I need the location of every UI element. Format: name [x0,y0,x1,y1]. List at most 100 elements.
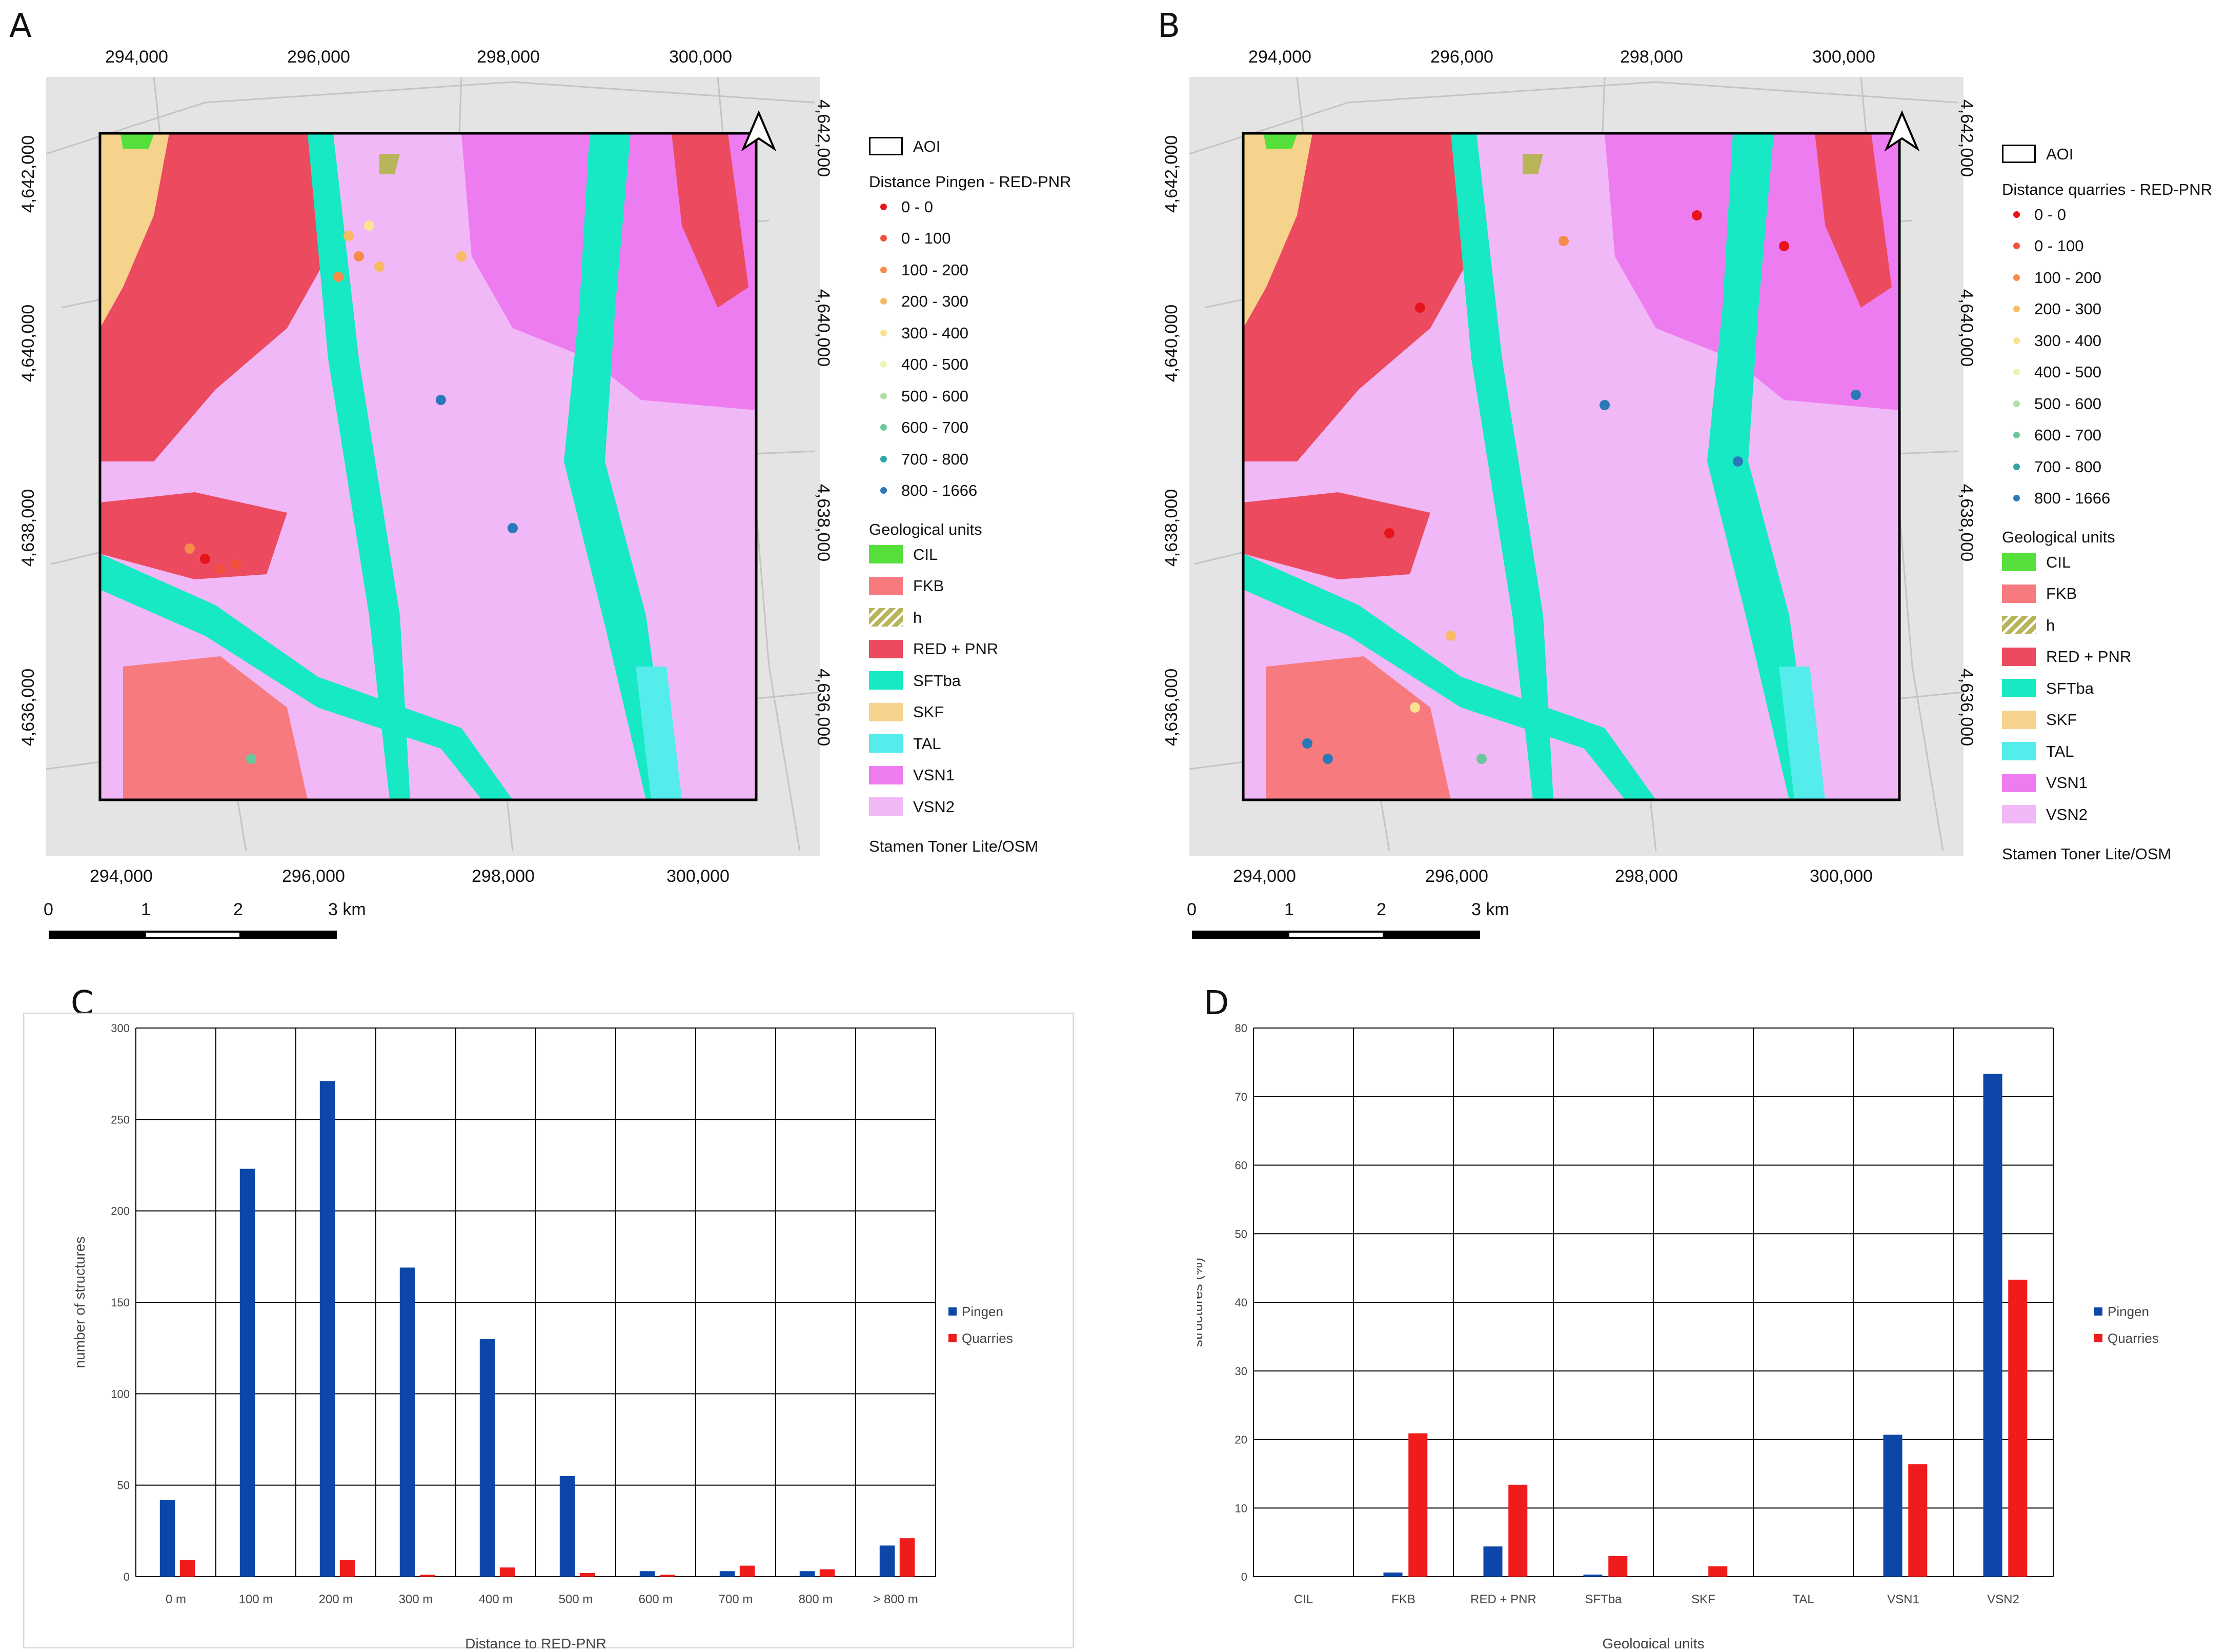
pingen-points-a [185,220,518,764]
legend-geo-label: RED + PNR [2046,648,2132,666]
legend-label-quarries: Quarries [962,1331,1013,1346]
legend-distance-label: 0 - 0 [2034,205,2067,224]
legend-geo-label: TAL [2046,742,2074,760]
legend-geo-label: TAL [913,734,941,753]
legend-aoi-label: AOI [2046,145,2074,163]
y-tick-label: 20 [1235,1434,1247,1446]
scale-label: 1 [1284,900,1294,919]
legend-geo-label: VSN2 [913,797,955,816]
top-tick-a: 300,000 [669,47,732,67]
x-tick-label: FKB [1391,1593,1415,1606]
y-tick-label: 50 [117,1479,130,1492]
aoi-swatch [2002,145,2036,163]
x-tick-label: 400 m [479,1593,513,1606]
scale-label: 3 km [328,900,366,919]
unit-fkb-b [1266,656,1451,800]
top-tick-a: 296,000 [287,47,350,67]
legend-geo-unit: CIL [2002,552,2071,572]
legend-dot [2013,369,2020,375]
panel-letter-d: D [1204,984,1229,1022]
unit-sftba-b [1451,133,1553,800]
legend-swatch [869,797,903,816]
unit-red-pnr-b2 [1243,492,1430,579]
legend-swatch [869,702,903,721]
left-tick-a: 4,636,000 [18,668,38,747]
bar-quarries [659,1575,675,1577]
legend-dot [880,455,887,462]
scale-segment [1383,931,1480,939]
scalebar-b: 0 1 2 3 km [1187,900,1509,951]
unit-red-pnr-b [1243,133,1476,461]
legend-swatch [2002,742,2036,760]
legend-dot [880,235,887,241]
y-axis-title: structures (%) [1197,1258,1205,1347]
legend-basemap-a: Stamen Toner Lite/OSM [869,837,1039,855]
legend-distance-class: 400 - 500 [869,354,968,375]
x-tick-label: SFTba [1585,1593,1622,1606]
panel-letter-a: A [9,7,32,45]
legend-swatch [2002,647,2036,666]
legend-key-pingen [948,1307,957,1316]
bottom-tick-b: 300,000 [1810,867,1873,886]
left-tick-b: 4,642,000 [1162,135,1182,213]
legend-geo-title-a: Geological units [869,520,982,538]
map-a[interactable] [0,0,872,902]
map-b[interactable] [1143,0,2015,902]
bar-pingen [879,1545,895,1577]
unit-skf-a [100,133,169,328]
bar-quarries [499,1567,515,1577]
x-tick-label: 0 m [166,1593,186,1606]
legend-geo-unit: h [869,607,922,628]
legend-distance-label: 0 - 0 [901,197,934,216]
quarry-points-b [1302,210,1861,764]
bottom-tick-a: 298,000 [472,867,535,886]
x-tick-label: RED + PNR [1470,1593,1536,1606]
bar-pingen [719,1571,735,1577]
legend-dot [2013,463,2020,470]
bar-quarries [1708,1566,1728,1577]
geology-b [1243,133,1899,800]
legend-distance-label: 100 - 200 [2034,268,2101,287]
legend-geo-unit: VSN1 [869,765,955,785]
unit-red-pnr-a [100,133,333,461]
legend-label-quarries: Quarries [2108,1331,2159,1346]
legend-distance-class: 800 - 1666 [2002,488,2110,509]
north-arrow-icon [741,110,777,152]
unit-cil-b [1264,134,1297,149]
x-axis-title: Distance to RED-PNR [465,1636,606,1648]
y-tick-label: 150 [111,1296,130,1309]
legend-basemap-b: Stamen Toner Lite/OSM [2002,845,2172,863]
legend-geo-unit: VSN2 [869,796,955,817]
legend-distance-class: 600 - 700 [869,417,968,438]
legend-dot [880,424,887,431]
y-tick-label: 0 [1241,1570,1247,1583]
legend-distance-label: 200 - 300 [901,292,968,310]
legend-distance-class: 100 - 200 [869,259,968,280]
unit-sftba-a2 [564,133,672,800]
panel-letter-b: B [1158,7,1180,45]
bar-quarries [899,1538,915,1577]
bar-pingen [239,1169,255,1577]
legend-aoi-a: AOI [869,136,940,156]
legend-swatch [2002,616,2036,634]
legend-distance-class: 500 - 600 [869,386,968,406]
legend-swatch [2002,553,2036,571]
legend-distance-label: 600 - 700 [2034,426,2101,444]
legend-distance-label: 500 - 600 [2034,394,2101,413]
y-tick-label: 10 [1235,1502,1247,1515]
legend-dot [880,329,887,336]
x-tick-label: 300 m [399,1593,433,1606]
left-tick-a: 4,642,000 [18,135,38,213]
x-tick-label: 500 m [559,1593,593,1606]
legend-geo-label: FKB [913,577,944,595]
legend-geo-label: SFTba [2046,679,2094,697]
right-tick-b: 4,636,000 [1957,668,1977,747]
legend-dot [2013,211,2020,218]
legend-geo-label: SKF [2046,711,2077,729]
left-tick-b: 4,640,000 [1162,304,1182,382]
legend-aoi-b: AOI [2002,144,2073,164]
x-tick-label: VSN2 [1987,1593,2019,1606]
bar-pingen [479,1339,495,1577]
right-tick-a: 4,638,000 [814,483,834,562]
unit-red-pnr-a2 [100,492,287,579]
